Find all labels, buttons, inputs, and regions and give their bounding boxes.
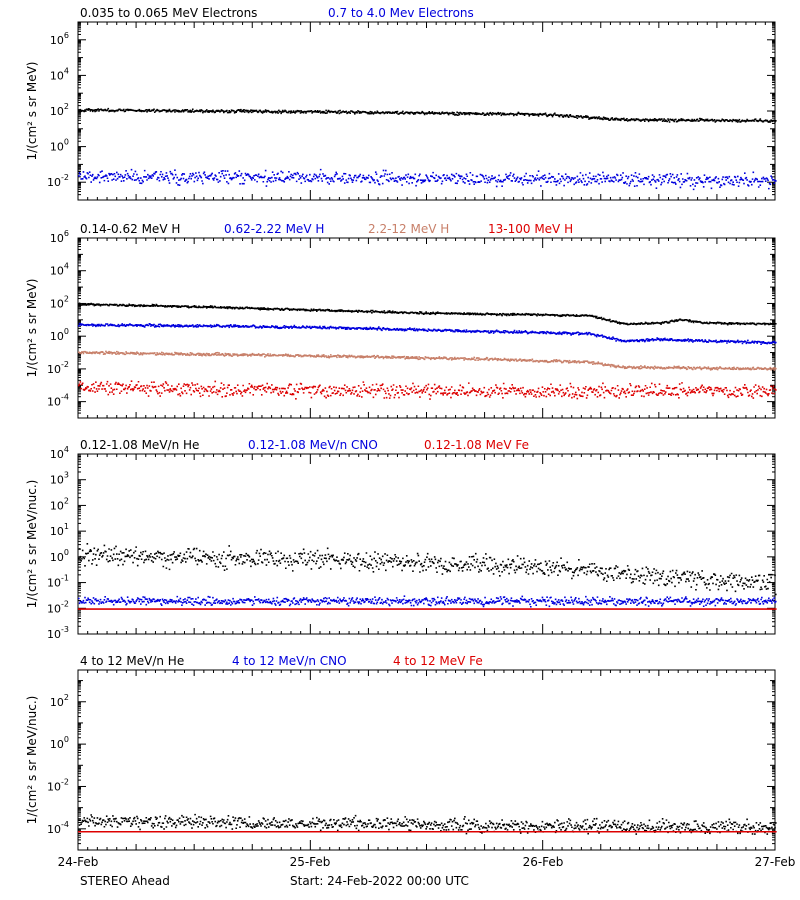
y-tick-label: 102 bbox=[50, 294, 69, 310]
y-axis-title: 1/(cm² s sr MeV) bbox=[25, 279, 39, 378]
legend-entry: 4 to 12 MeV Fe bbox=[393, 654, 483, 668]
series-points bbox=[78, 542, 777, 596]
series-points bbox=[78, 302, 777, 326]
panel-frame bbox=[77, 669, 776, 851]
x-tick-label-1: 25-Feb bbox=[290, 855, 331, 869]
legend-entry: 2.2-12 MeV H bbox=[368, 222, 449, 236]
series-3 bbox=[78, 830, 777, 833]
series-points bbox=[78, 380, 777, 400]
legend-entry: 0.035 to 0.065 MeV Electrons bbox=[80, 6, 257, 20]
y-tick-label: 101 bbox=[50, 522, 69, 538]
x-tick-label-2: 26-Feb bbox=[523, 855, 564, 869]
series-3 bbox=[78, 608, 777, 610]
series-points bbox=[78, 107, 777, 123]
y-axis-title: 1/(cm² s sr MeV/nuc.) bbox=[25, 480, 39, 609]
y-tick-label: 10-4 bbox=[47, 393, 69, 409]
y-axis-title: 1/(cm² s sr MeV) bbox=[25, 62, 39, 161]
x-tick-label-0: 24-Feb bbox=[58, 855, 99, 869]
series-points bbox=[78, 350, 777, 371]
panel-3: 104 103 102 101 100 10-1 10-2 10-3 1/(cm² s sr M… bbox=[25, 438, 777, 641]
series-points bbox=[78, 168, 777, 191]
legend-entry: 0.7 to 4.0 Mev Electrons bbox=[328, 6, 474, 20]
y-tick-label: 100 bbox=[50, 548, 69, 564]
y-tick-label: 10-3 bbox=[47, 625, 69, 641]
y-tick-label: 104 bbox=[50, 66, 69, 82]
series-2 bbox=[78, 595, 777, 608]
series-2 bbox=[78, 168, 777, 191]
series-points bbox=[78, 608, 777, 610]
y-tick-label: 100 bbox=[50, 327, 69, 343]
legend-entry: 13-100 MeV H bbox=[488, 222, 573, 236]
panel-frame bbox=[77, 237, 776, 419]
series-points bbox=[78, 830, 777, 833]
series-2 bbox=[78, 322, 777, 346]
y-tick-label: 106 bbox=[50, 229, 69, 245]
legend-entry: 0.14-0.62 MeV H bbox=[80, 222, 180, 236]
legend-entry: 0.12-1.08 MeV Fe bbox=[424, 438, 529, 452]
time-axis: 24-Feb 25-Feb 26-Feb 27-Feb STEREO Ahead… bbox=[58, 855, 796, 888]
panel-frame bbox=[77, 453, 776, 635]
y-tick-label: 10-2 bbox=[47, 360, 69, 376]
series-3 bbox=[78, 350, 777, 371]
spacecraft-label: STEREO Ahead bbox=[80, 874, 170, 888]
x-tick-label-3: 27-Feb bbox=[755, 855, 796, 869]
series-1 bbox=[78, 302, 777, 326]
series-points bbox=[78, 595, 777, 608]
series-1 bbox=[78, 542, 777, 596]
legend-entry: 4 to 12 MeV/n He bbox=[80, 654, 184, 668]
panel-4: 102 100 10-2 10-4 1/(cm² s sr MeV/nuc.) 4 to … bbox=[25, 654, 777, 851]
y-tick-label: 102 bbox=[50, 496, 69, 512]
series-1 bbox=[78, 107, 777, 123]
y-tick-label: 102 bbox=[50, 102, 69, 118]
legend-entry: 0.12-1.08 MeV/n CNO bbox=[248, 438, 378, 452]
panel-1: 106 104 102 100 10-2 1/(cm² s sr MeV) 0.035 to… bbox=[25, 6, 777, 201]
y-tick-label: 10-4 bbox=[47, 820, 69, 836]
y-tick-label: 10-1 bbox=[47, 574, 69, 590]
legend-entry: 0.12-1.08 MeV/n He bbox=[80, 438, 199, 452]
series-1 bbox=[78, 813, 777, 835]
start-time-label: Start: 24-Feb-2022 00:00 UTC bbox=[290, 874, 469, 888]
y-tick-label: 10-2 bbox=[47, 777, 69, 793]
y-tick-label: 10-2 bbox=[47, 599, 69, 615]
y-axis-title: 1/(cm² s sr MeV/nuc.) bbox=[25, 696, 39, 825]
y-tick-label: 104 bbox=[50, 445, 69, 461]
y-tick-label: 104 bbox=[50, 262, 69, 278]
y-tick-label: 106 bbox=[50, 31, 69, 47]
panel-2: 106 104 102 100 10-2 10-4 1/(cm² s sr MeV) 0.14… bbox=[25, 222, 777, 419]
y-tick-label: 103 bbox=[50, 471, 69, 487]
y-tick-label: 102 bbox=[50, 693, 69, 709]
series-4 bbox=[78, 380, 777, 400]
series-points bbox=[78, 813, 777, 835]
y-tick-label: 100 bbox=[50, 138, 69, 154]
legend-entry: 4 to 12 MeV/n CNO bbox=[232, 654, 347, 668]
legend-entry: 0.62-2.22 MeV H bbox=[224, 222, 324, 236]
y-tick-label: 100 bbox=[50, 735, 69, 751]
series-points bbox=[78, 322, 777, 346]
y-tick-label: 10-2 bbox=[47, 173, 69, 189]
